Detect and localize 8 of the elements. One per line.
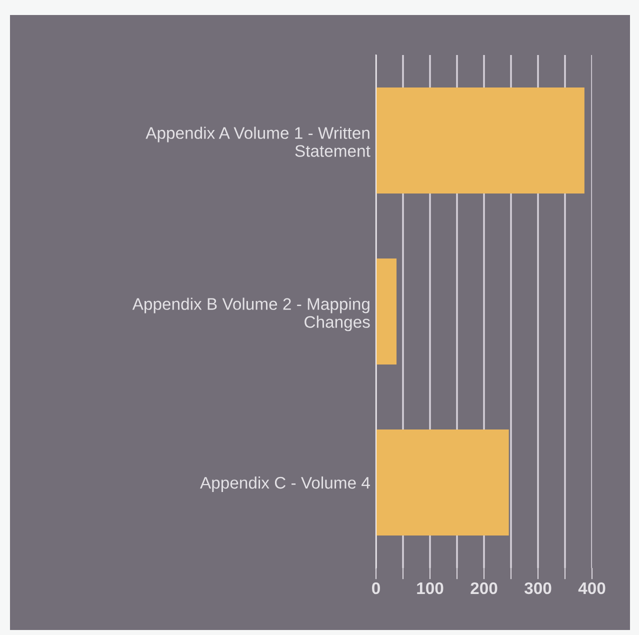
x-tick-label: 100 bbox=[417, 582, 444, 594]
x-tick-label: 400 bbox=[578, 582, 606, 594]
y-tick-label: Appendix B Volume 2 - Mapping Changes bbox=[132, 298, 370, 332]
y-tick-label: Appendix C - Volume 4 bbox=[200, 476, 370, 492]
y-tick-label: Appendix A Volume 1 - Written Statement bbox=[146, 126, 370, 157]
x-tick-label: 0 bbox=[372, 582, 380, 594]
x-tick-label: 200 bbox=[470, 582, 498, 594]
x-tick-label: 300 bbox=[524, 582, 552, 594]
